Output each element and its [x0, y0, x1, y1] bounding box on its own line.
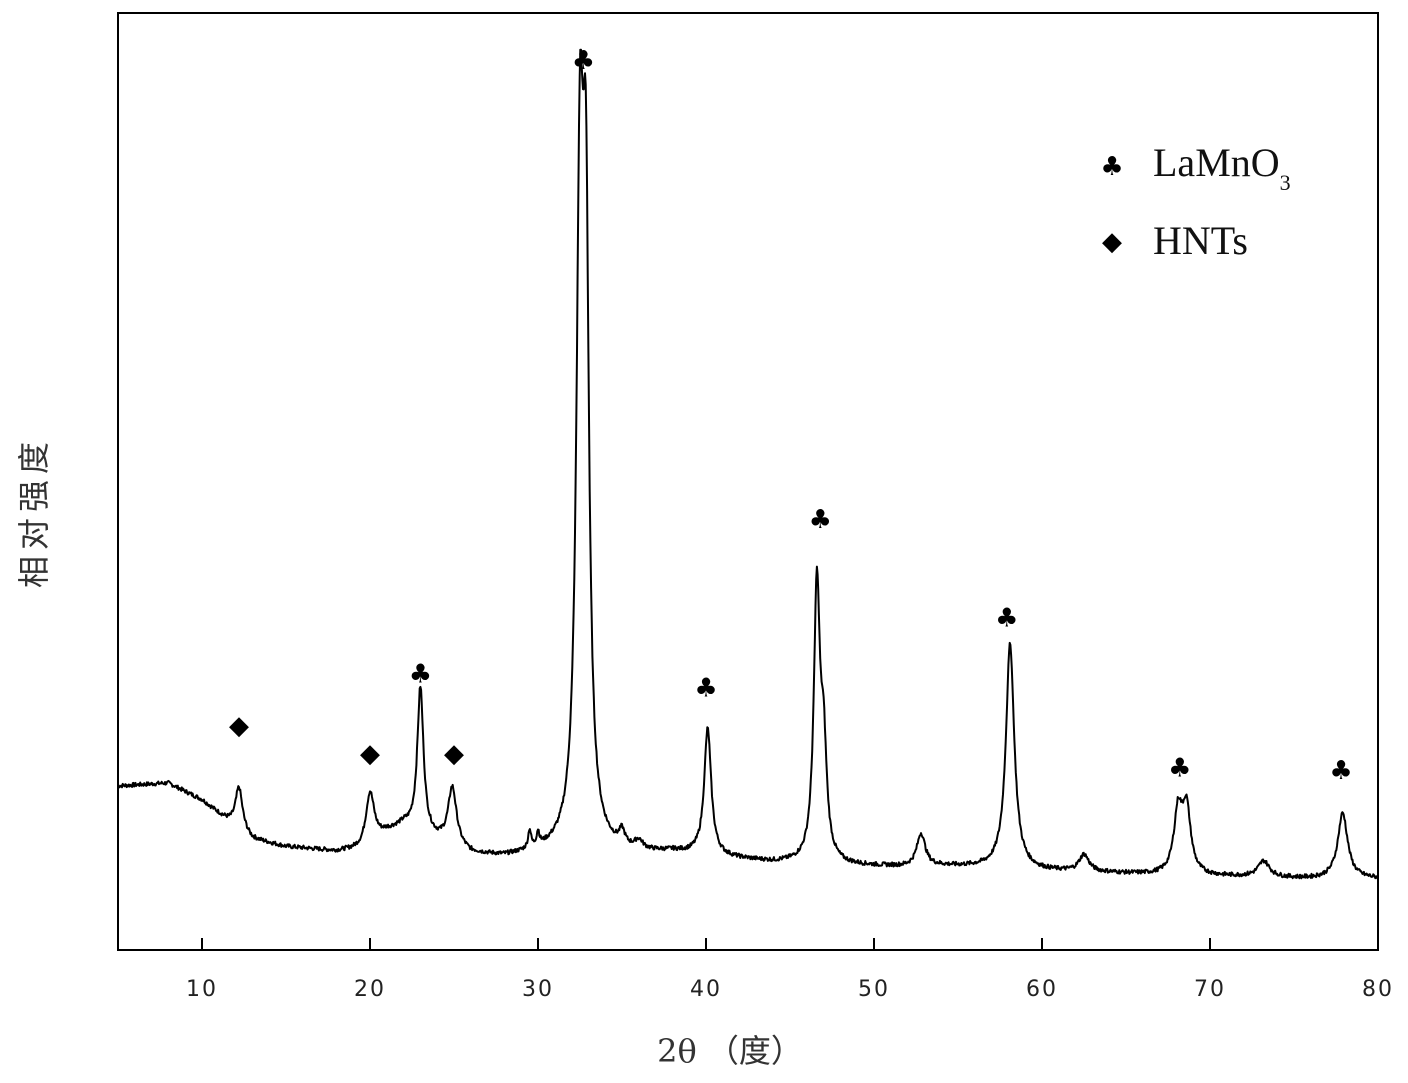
lamno3-peak-marker: ♣ — [995, 603, 1018, 633]
y-axis-label: 相对强度 — [15, 436, 53, 588]
x-axis: 10 20 30 40 50 60 70 80 — [186, 938, 1394, 1002]
x-tick-label: 20 — [354, 977, 386, 1002]
x-tick-label: 80 — [1362, 977, 1394, 1002]
legend: ♣ LaMnO3 ◆ HNTs — [1100, 140, 1290, 263]
legend-symbol-hnts: ◆ — [1102, 227, 1122, 257]
hnts-peak-marker: ◆ — [360, 739, 380, 769]
legend-label-lamno3-main: LaMnO — [1153, 140, 1280, 185]
legend-label-lamno3-sub: 3 — [1280, 170, 1291, 195]
hnts-peak-marker: ◆ — [444, 739, 464, 769]
x-tick-label: 70 — [1194, 977, 1226, 1002]
lamno3-peak-marker: ♣ — [572, 46, 595, 76]
lamno3-peak-marker: ♣ — [1329, 756, 1352, 786]
x-axis-label: 2θ （度） — [657, 1032, 803, 1070]
lamno3-peak-marker: ♣ — [694, 674, 717, 704]
x-tick-label: 50 — [858, 977, 890, 1002]
legend-label-lamno3: LaMnO3 — [1153, 140, 1291, 195]
hnts-peak-marker: ◆ — [229, 711, 249, 741]
x-tick-label: 60 — [1026, 977, 1058, 1002]
legend-symbol-lamno3: ♣ — [1100, 152, 1123, 182]
x-tick-label: 40 — [690, 977, 722, 1002]
x-tick-label: 30 — [522, 977, 554, 1002]
x-tick-label: 10 — [186, 977, 218, 1002]
lamno3-peak-marker: ♣ — [1168, 753, 1191, 783]
legend-label-hnts: HNTs — [1153, 218, 1248, 263]
lamno3-peak-marker: ♣ — [809, 505, 832, 535]
lamno3-peak-marker: ♣ — [409, 660, 432, 690]
